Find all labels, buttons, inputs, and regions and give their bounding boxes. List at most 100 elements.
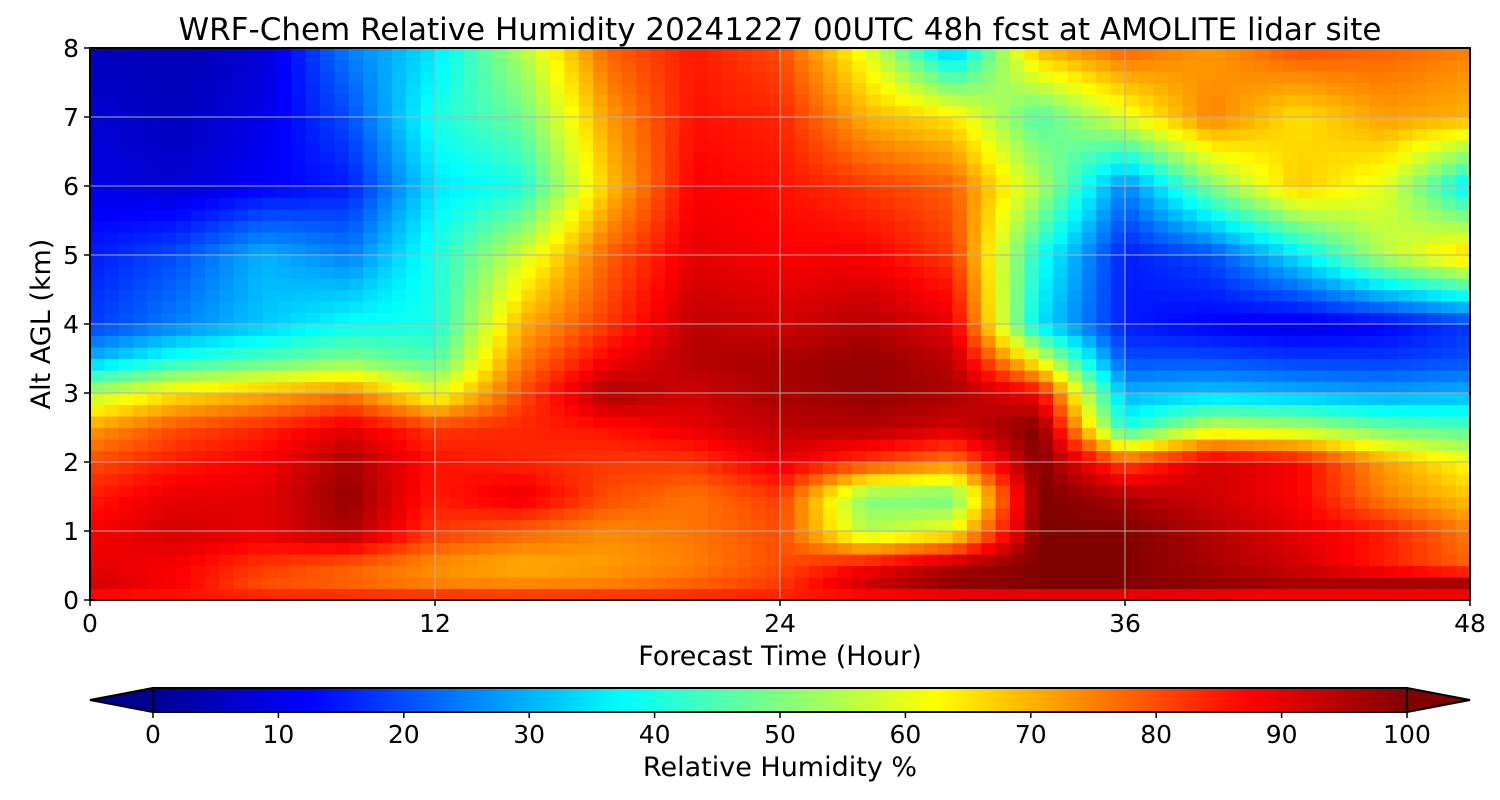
heatmap-cell	[133, 243, 149, 256]
heatmap-cell	[1038, 71, 1054, 84]
heatmap-cell	[90, 531, 105, 544]
heatmap-cell	[262, 473, 278, 486]
heatmap-cell	[420, 519, 436, 532]
heatmap-cell	[1196, 278, 1212, 291]
heatmap-cell	[736, 105, 752, 118]
heatmap-cell	[1153, 416, 1169, 429]
heatmap-cell	[161, 186, 177, 199]
heatmap-cell	[276, 496, 292, 509]
heatmap-cell	[966, 577, 982, 590]
heatmap-cell	[1110, 278, 1126, 291]
heatmap-cell	[291, 508, 307, 521]
heatmap-cell	[334, 128, 350, 141]
heatmap-cell	[1240, 140, 1255, 153]
heatmap-cell	[1268, 485, 1284, 498]
heatmap-cell	[147, 473, 163, 486]
heatmap-cell	[593, 370, 609, 383]
heatmap-cell	[377, 174, 393, 187]
heatmap-cell	[1254, 450, 1270, 463]
heatmap-cell	[391, 358, 407, 371]
heatmap-cell	[866, 117, 882, 130]
heatmap-cell	[1038, 485, 1054, 498]
heatmap-cell	[837, 324, 853, 337]
heatmap-cell	[995, 232, 1011, 245]
heatmap-cell	[1240, 151, 1255, 164]
heatmap-cell	[1355, 404, 1370, 417]
heatmap-cell	[578, 232, 594, 245]
heatmap-cell	[1110, 588, 1126, 601]
heatmap-cell	[478, 312, 494, 325]
heatmap-cell	[866, 243, 882, 256]
heatmap-cell	[1340, 393, 1356, 406]
heatmap-cell	[1053, 243, 1069, 256]
heatmap-cell	[1426, 508, 1442, 521]
heatmap-cell	[1383, 163, 1399, 176]
heatmap-cell	[205, 140, 220, 153]
heatmap-cell	[909, 94, 925, 107]
heatmap-cell	[248, 220, 264, 233]
heatmap-cell	[1081, 220, 1097, 233]
heatmap-cell	[1455, 554, 1471, 567]
heatmap-cell	[276, 519, 292, 532]
heatmap-cell	[521, 324, 537, 337]
heatmap-cell	[104, 278, 120, 291]
heatmap-cell	[736, 347, 752, 360]
heatmap-cell	[578, 416, 594, 429]
heatmap-cell	[377, 128, 393, 141]
heatmap-cell	[837, 531, 853, 544]
heatmap-cell	[1369, 358, 1385, 371]
heatmap-cell	[880, 289, 896, 302]
heatmap-cell	[463, 255, 479, 268]
heatmap-cell	[851, 105, 867, 118]
heatmap-cell	[1168, 289, 1184, 302]
heatmap-cell	[535, 393, 551, 406]
heatmap-cell	[233, 542, 249, 555]
heatmap-cell	[1412, 462, 1428, 475]
heatmap-cell	[837, 243, 853, 256]
heatmap-cell	[751, 71, 767, 84]
heatmap-cell	[1010, 243, 1025, 256]
heatmap-cell	[909, 128, 925, 141]
heatmap-cell	[981, 174, 997, 187]
heatmap-cell	[363, 565, 379, 578]
heatmap-cell	[952, 335, 968, 348]
heatmap-cell	[492, 416, 508, 429]
heatmap-cell	[880, 588, 896, 601]
heatmap-cell	[837, 289, 853, 302]
heatmap-cell	[1038, 588, 1054, 601]
heatmap-cell	[1297, 197, 1313, 210]
heatmap-cell	[363, 243, 379, 256]
heatmap-cell	[1398, 370, 1414, 383]
heatmap-cell	[219, 462, 235, 475]
heatmap-cell	[938, 473, 954, 486]
heatmap-cell	[995, 266, 1011, 279]
heatmap-cell	[1311, 232, 1327, 245]
heatmap-cell	[363, 335, 379, 348]
heatmap-cell	[118, 82, 134, 95]
heatmap-cell	[133, 347, 149, 360]
heatmap-cell	[133, 266, 149, 279]
heatmap-cell	[765, 542, 781, 555]
heatmap-cell	[1340, 82, 1356, 95]
y-tick-label: 0	[63, 586, 79, 615]
heatmap-cell	[665, 381, 680, 394]
heatmap-cell	[708, 462, 724, 475]
heatmap-cell	[1168, 312, 1184, 325]
heatmap-cell	[1240, 59, 1255, 72]
heatmap-cell	[391, 140, 407, 153]
heatmap-cell	[406, 381, 422, 394]
heatmap-cell	[334, 82, 350, 95]
heatmap-cell	[679, 174, 695, 187]
heatmap-cell	[650, 531, 666, 544]
heatmap-cell	[1081, 186, 1097, 199]
heatmap-cell	[693, 117, 709, 130]
heatmap-cell	[1355, 94, 1370, 107]
heatmap-cell	[291, 186, 307, 199]
heatmap-cell	[90, 519, 105, 532]
heatmap-cell	[1268, 243, 1284, 256]
heatmap-cell	[866, 289, 882, 302]
heatmap-cell	[334, 358, 350, 371]
heatmap-cell	[1383, 220, 1399, 233]
heatmap-cell	[334, 531, 350, 544]
heatmap-cell	[1240, 335, 1255, 348]
